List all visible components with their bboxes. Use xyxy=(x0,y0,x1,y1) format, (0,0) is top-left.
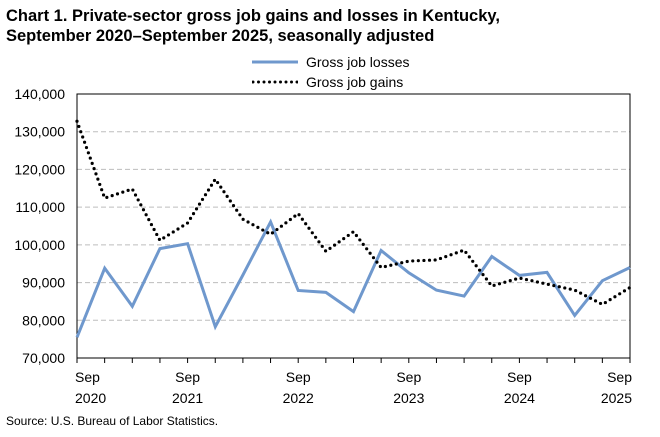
legend-swatch-losses xyxy=(252,57,298,67)
chart-title: Chart 1. Private-sector gross job gains … xyxy=(6,6,646,46)
legend-item-gains: Gross job gains xyxy=(252,72,409,92)
y-tick-label: 140,000 xyxy=(14,86,65,102)
x-tick-label-year: 2021 xyxy=(172,390,203,406)
x-tick-label-month: Sep xyxy=(175,369,200,385)
x-tick-label-month: Sep xyxy=(75,369,100,385)
series-line-gross-job-gains xyxy=(75,119,632,306)
y-tick-label: 100,000 xyxy=(14,237,65,253)
y-tick-label: 70,000 xyxy=(22,350,65,366)
y-tick-label: 90,000 xyxy=(22,275,65,291)
x-tick-label-year: 2024 xyxy=(504,390,535,406)
plot-area xyxy=(76,93,631,359)
chart-title-line-2: September 2020–September 2025, seasonall… xyxy=(6,27,435,45)
x-tick-label-month: Sep xyxy=(286,369,311,385)
y-tick-label: 120,000 xyxy=(14,161,65,177)
x-tick-label-month: Sep xyxy=(607,369,632,385)
x-tick-label-year: 2023 xyxy=(393,390,424,406)
x-tick-label-year: 2025 xyxy=(601,390,632,406)
series-line-gross-job-losses xyxy=(75,218,631,338)
legend-item-losses: Gross job losses xyxy=(252,52,409,72)
chart-title-line-1: Chart 1. Private-sector gross job gains … xyxy=(6,7,500,25)
y-tick-label: 130,000 xyxy=(14,124,65,140)
legend-label-losses: Gross job losses xyxy=(306,54,410,70)
chart-legend: Gross job losses Gross job gains xyxy=(252,52,409,92)
source-note: Source: U.S. Bureau of Labor Statistics. xyxy=(6,414,219,428)
y-tick-label: 110,000 xyxy=(15,199,65,215)
x-tick-label-year: 2020 xyxy=(75,390,106,406)
x-tick-label-month: Sep xyxy=(507,369,532,385)
x-tick-label-year: 2022 xyxy=(283,390,314,406)
legend-swatch-gains xyxy=(252,77,298,87)
legend-label-gains: Gross job gains xyxy=(306,74,404,90)
x-tick-label-month: Sep xyxy=(396,369,421,385)
y-tick-label: 80,000 xyxy=(22,312,65,328)
